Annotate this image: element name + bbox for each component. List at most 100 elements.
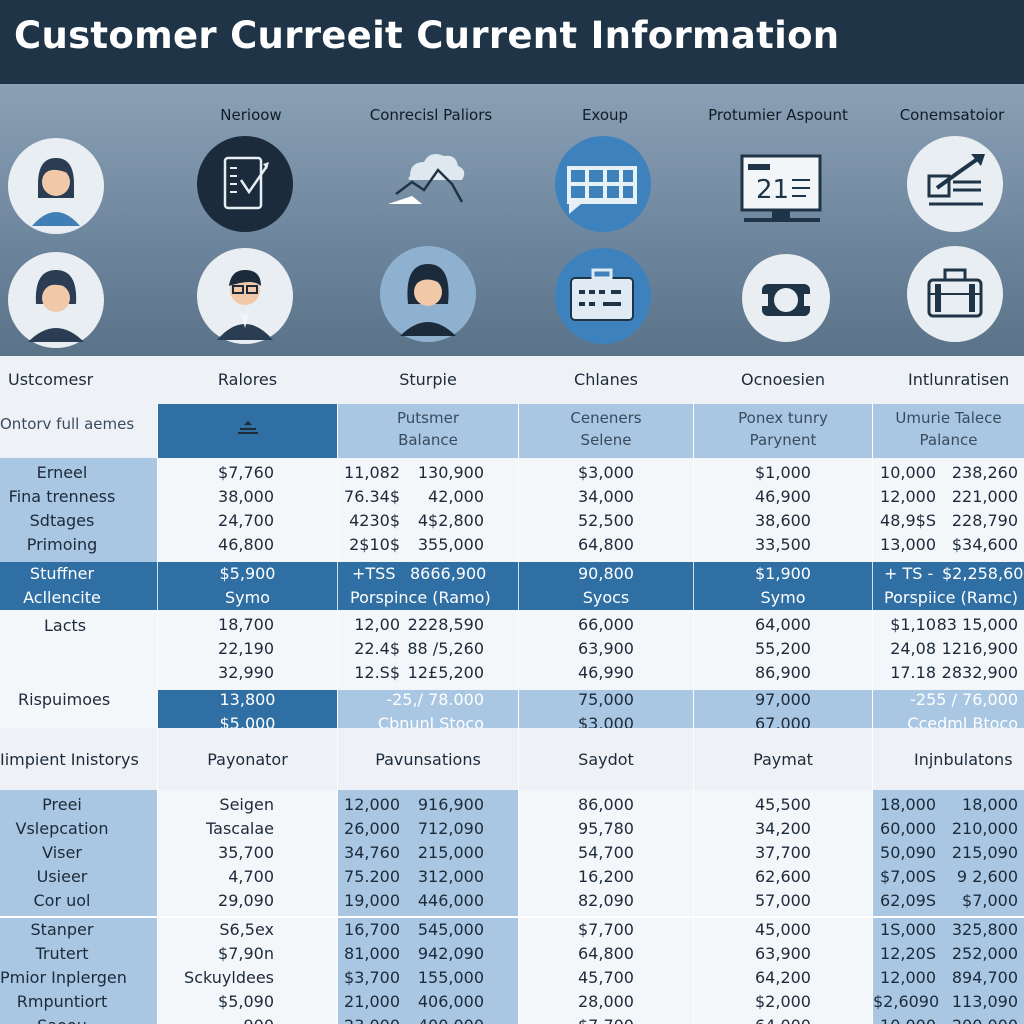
subheader-cell: Palance [919,431,978,449]
category-label-4: Protumier Aspount [708,106,848,124]
cell-value: 81,000 [344,944,400,963]
woman-avatar-icon[interactable] [8,138,104,234]
cell-value: $2,6090 [873,992,940,1011]
band-value: Porspiice (Ramc) [884,588,1018,607]
cell-value: 88 /5,260 [407,639,484,658]
cell-value: 63,900 [578,639,634,658]
growth-chart-icon[interactable] [907,136,1003,232]
cell-value: 28,000 [578,992,634,1011]
woman-avatar-icon[interactable] [8,252,104,348]
col-header-3[interactable]: Pavunsations [375,750,481,769]
cell-value: 23,000 [338,1014,400,1024]
cloud-trend-icon[interactable] [382,132,478,228]
row-label: Stanper [30,920,94,939]
band-value: Symo [225,588,270,607]
cell-value: 10,000 [873,1014,936,1024]
col-header-5[interactable]: Paymat [753,750,813,769]
col-header-1[interactable]: Iimpient Inistorys [0,750,139,769]
cell-value: 34,200 [755,819,811,838]
cell-value: 62,09S [880,891,936,910]
cell-value: 406,000 [417,992,484,1011]
col-header-1[interactable]: Ustcomesr [8,370,94,389]
subheader-cell: Ponex tunry [738,409,828,427]
cell-value: 45,000 [755,920,811,939]
subheader-cell: Balance [398,431,458,449]
monitor-date-icon[interactable]: 21 [734,140,830,236]
woman-avatar-icon[interactable] [380,246,476,342]
row-label: Lacts [44,616,87,635]
subheader-cell: Umurie Talece [895,409,1002,427]
cell-value: 63,900 [755,944,811,963]
cell-value: 83 15,000 [936,615,1018,634]
cell-value: 11,082 [344,463,400,482]
band-value: 8666,900 [410,564,487,583]
band-value: $5,900 [219,564,276,583]
cell-value: 64,000 [755,615,811,634]
cell-value: 37,700 [755,843,811,862]
briefcase-icon[interactable] [907,246,1003,342]
row-label: Usieer [36,867,88,886]
col-header-6[interactable]: Intlunratisen [908,370,1010,389]
cell-value: $7,760 [218,463,274,482]
col-header-2[interactable]: Payonator [207,750,288,769]
cell-value: 50,090 [880,843,936,862]
category-label-1: Nerioow [220,106,282,124]
cell-value: 12,000 [880,968,936,987]
band-value: 67,000 [755,714,811,728]
col-header-5[interactable]: Ocnoesien [741,370,825,389]
man-glasses-avatar-icon[interactable] [197,248,293,344]
row-label: Trutert [35,944,89,963]
cell-value: 446,000 [417,891,484,910]
cell-value: 1S,000 [880,920,936,939]
row-label: Rmpuntiort [16,992,108,1011]
band-value: 97,000 [755,690,811,709]
cell-value: 210,000 [951,819,1018,838]
band-value: 13,800 [219,690,276,709]
cell-value: 12,00 [354,615,400,634]
camera-icon[interactable] [738,250,834,346]
category-label-2: Conrecisl Paliors [369,106,493,124]
cell-value: 12.S$ [354,663,400,682]
cell-value: $1,000 [755,463,811,482]
cell-value: 34,760 [344,843,400,862]
cell-value: 942,090 [417,944,484,963]
calendar-grid-icon[interactable] [555,136,651,232]
cell-value: $7,00S [880,867,936,886]
cell-value: 400,000 [338,1014,484,1024]
band-value: 75,000 [578,690,634,709]
cell-value: 95,780 [578,819,634,838]
col-header-3[interactable]: Sturpie [399,370,457,389]
cell-value: 113,090 [951,992,1018,1011]
col-header-4[interactable]: Chlanes [574,370,638,389]
briefcase-card-icon[interactable] [555,248,651,344]
cell-value: 2832,900 [941,663,1018,682]
cell-value: $7,700 [578,920,634,939]
cell-value: 13,000 [880,535,936,554]
band-value: $1,900 [755,564,811,583]
cell-value: 312,000 [417,867,484,886]
cell-value: 12,000 [880,487,936,506]
cell-value: 712,090 [417,819,484,838]
band-value: Ccedml Btoco [907,714,1018,728]
col-header-4[interactable]: Saydot [578,750,634,769]
cell-value: 86,900 [755,663,811,682]
cell-value: 894,700 [951,968,1018,987]
band-value: Syocs [582,588,630,607]
row-label: Sdtages [29,511,95,530]
col-header-6[interactable]: Injnbulatons [914,750,1013,769]
cell-value: 48,9$S [880,511,936,530]
cell-value: 82,090 [578,891,634,910]
chart-document-icon[interactable] [197,136,293,232]
row-label: Primoing [26,535,98,554]
cell-value: 38,600 [755,511,811,530]
col-header-2[interactable]: Ralores [217,370,278,389]
monitor-date-text: 21 [756,175,789,205]
sort-icon[interactable] [158,418,337,442]
cell-value: 130,900 [417,463,484,482]
cell-value: Sckuyldees [184,968,274,987]
cell-value: 545,000 [417,920,484,939]
row-label: Preei [42,795,82,814]
band-value: Porspince (Ramo) [350,588,491,607]
row-label: Erneel [36,463,88,482]
band-value: +TSS [352,564,396,583]
